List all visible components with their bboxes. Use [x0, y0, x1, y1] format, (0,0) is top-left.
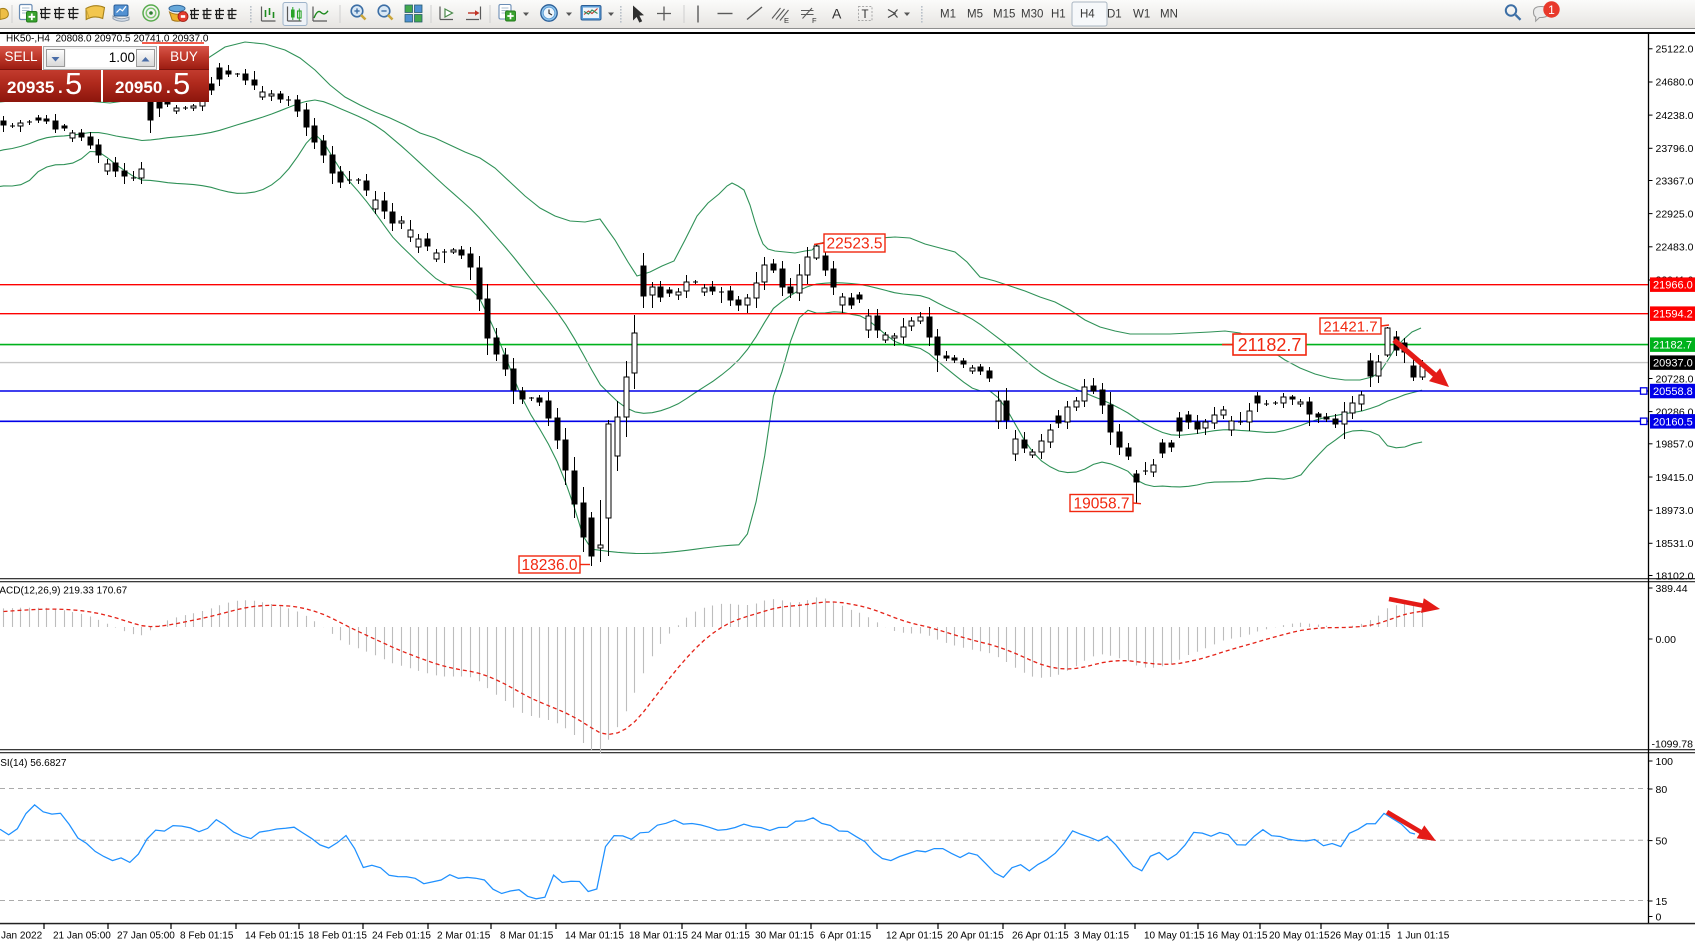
- svg-text:M15: M15: [993, 9, 1015, 21]
- svg-text:24 Feb 01:15: 24 Feb 01:15: [372, 931, 431, 942]
- svg-text:19857.0: 19857.0: [1656, 439, 1694, 451]
- svg-text:16 May 01:15: 16 May 01:15: [1207, 931, 1268, 942]
- svg-text:2 Mar 01:15: 2 Mar 01:15: [437, 931, 491, 942]
- svg-text:W1: W1: [1133, 9, 1150, 21]
- svg-text:M5: M5: [967, 9, 983, 21]
- svg-text:8 Feb 01:15: 8 Feb 01:15: [180, 931, 234, 942]
- svg-text:8 Mar 01:15: 8 Mar 01:15: [500, 931, 554, 942]
- svg-text:A: A: [832, 6, 842, 22]
- svg-text:M30: M30: [1021, 9, 1043, 21]
- svg-text:19058.7: 19058.7: [1073, 496, 1129, 513]
- svg-text:15: 15: [1656, 896, 1668, 908]
- svg-text:0.00: 0.00: [1656, 634, 1677, 646]
- svg-text:21966.0: 21966.0: [1653, 280, 1693, 292]
- svg-text:21182.7: 21182.7: [1238, 335, 1302, 355]
- svg-text:18102.0: 18102.0: [1656, 570, 1694, 582]
- svg-text:20728.0: 20728.0: [1656, 373, 1694, 385]
- svg-text:20937.0: 20937.0: [1653, 358, 1693, 370]
- svg-text:20 Apr 01:15: 20 Apr 01:15: [947, 931, 1004, 942]
- svg-text:H4: H4: [1080, 9, 1095, 21]
- svg-text:22483.0: 22483.0: [1656, 242, 1694, 254]
- svg-text:RSI(14) 56.6827: RSI(14) 56.6827: [0, 758, 67, 769]
- svg-text:18531.0: 18531.0: [1656, 538, 1694, 550]
- svg-text:12 Apr 01:15: 12 Apr 01:15: [886, 931, 943, 942]
- svg-text:80: 80: [1656, 784, 1668, 796]
- svg-text:50: 50: [1656, 835, 1668, 847]
- svg-text:18 Feb 01:15: 18 Feb 01:15: [308, 931, 367, 942]
- svg-text:24238.0: 24238.0: [1656, 110, 1694, 122]
- svg-text:100: 100: [1656, 756, 1674, 768]
- svg-text:M1: M1: [940, 9, 956, 21]
- svg-text:18236.0: 18236.0: [521, 557, 577, 574]
- svg-text:389.44: 389.44: [1656, 583, 1688, 595]
- svg-text:18 Mar 01:15: 18 Mar 01:15: [629, 931, 688, 942]
- svg-text:20558.8: 20558.8: [1653, 386, 1693, 398]
- svg-text:21182.7: 21182.7: [1653, 340, 1692, 352]
- svg-text:H1: H1: [1051, 9, 1066, 21]
- svg-text:20160.5: 20160.5: [1653, 416, 1693, 428]
- svg-text:1 Jun 01:15: 1 Jun 01:15: [1397, 931, 1450, 942]
- svg-text:26 Apr 01:15: 26 Apr 01:15: [1012, 931, 1069, 942]
- svg-text:T: T: [862, 9, 869, 21]
- svg-text:21594.2: 21594.2: [1653, 309, 1693, 321]
- svg-text:23367.0: 23367.0: [1656, 175, 1694, 187]
- svg-text:19415.0: 19415.0: [1656, 472, 1694, 484]
- svg-text:25122.0: 25122.0: [1656, 44, 1694, 56]
- svg-text:23796.0: 23796.0: [1656, 143, 1694, 155]
- svg-text:26 May 01:15: 26 May 01:15: [1330, 931, 1391, 942]
- svg-text:24680.0: 24680.0: [1656, 77, 1694, 89]
- svg-text:Jan 2022: Jan 2022: [1, 931, 43, 942]
- svg-text:E: E: [784, 16, 789, 25]
- svg-text:22925.0: 22925.0: [1656, 208, 1694, 220]
- svg-text:18973.0: 18973.0: [1656, 505, 1694, 517]
- svg-text:6 Apr 01:15: 6 Apr 01:15: [820, 931, 872, 942]
- svg-text:27 Jan 05:00: 27 Jan 05:00: [117, 931, 175, 942]
- svg-text:22523.5: 22523.5: [826, 236, 882, 253]
- svg-text:21 Jan 05:00: 21 Jan 05:00: [53, 931, 111, 942]
- svg-text:14 Feb 01:15: 14 Feb 01:15: [245, 931, 304, 942]
- svg-text:-1099.78: -1099.78: [1652, 738, 1694, 750]
- svg-text:MACD(12,26,9) 219.33 170.67: MACD(12,26,9) 219.33 170.67: [0, 586, 128, 597]
- svg-text:24 Mar 01:15: 24 Mar 01:15: [691, 931, 750, 942]
- svg-text:14 Mar 01:15: 14 Mar 01:15: [565, 931, 624, 942]
- svg-text:20 May 01:15: 20 May 01:15: [1269, 931, 1330, 942]
- svg-text:30 Mar 01:15: 30 Mar 01:15: [755, 931, 814, 942]
- svg-text:1: 1: [1548, 3, 1555, 17]
- svg-text:21421.7: 21421.7: [1323, 318, 1377, 335]
- svg-text:D1: D1: [1107, 9, 1122, 21]
- svg-text:0: 0: [1656, 911, 1662, 923]
- svg-text:10 May 01:15: 10 May 01:15: [1144, 931, 1205, 942]
- svg-text:3 May 01:15: 3 May 01:15: [1074, 931, 1129, 942]
- svg-text:HK50-,H4 20808.0 20970.5 2074: HK50-,H4 20808.0 20970.5 20741.0 20937.0: [6, 34, 209, 45]
- svg-text:F: F: [812, 16, 817, 25]
- svg-text:MN: MN: [1160, 9, 1178, 21]
